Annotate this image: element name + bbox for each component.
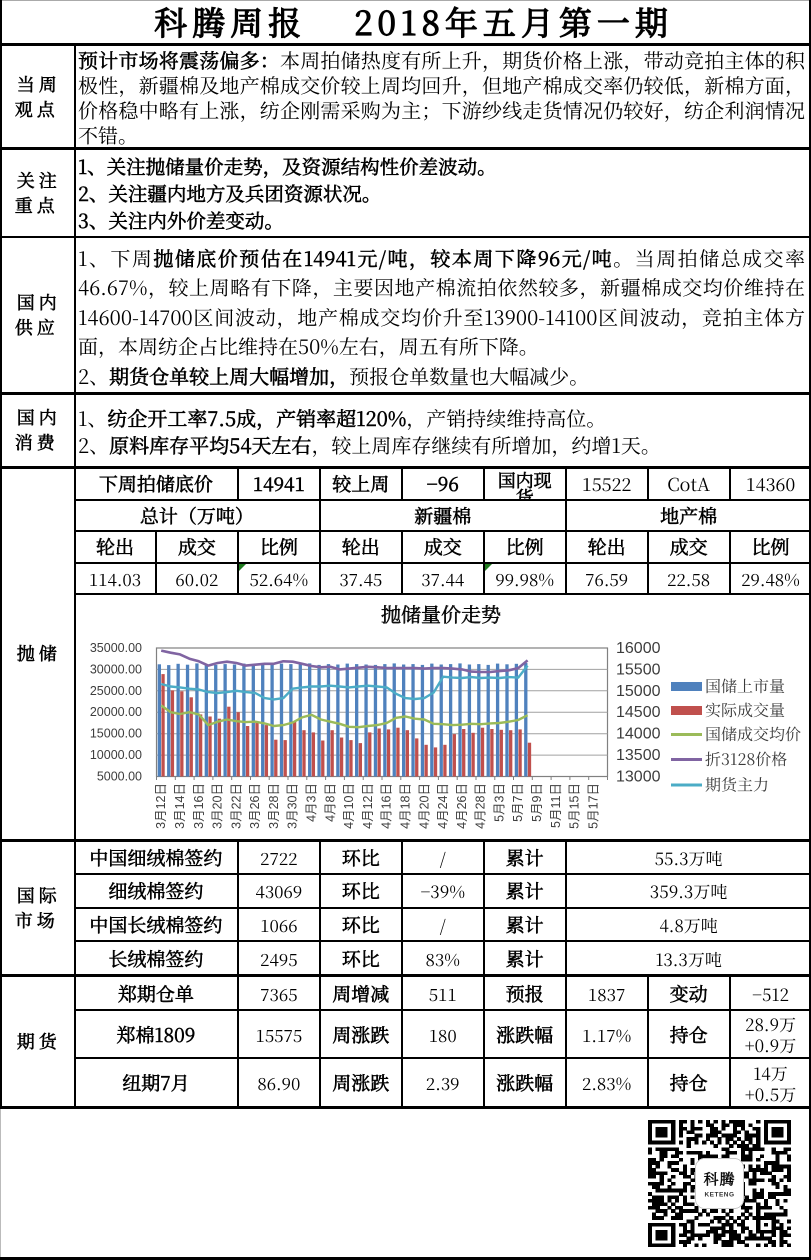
svg-text:20000.00: 20000.00 bbox=[90, 705, 142, 719]
svg-text:科腾: 科腾 bbox=[703, 1169, 735, 1190]
svg-text:国储成交均价: 国储成交均价 bbox=[705, 722, 801, 745]
svg-text:5000.00: 5000.00 bbox=[97, 770, 142, 784]
svg-text:30000.00: 30000.00 bbox=[90, 662, 142, 676]
svg-text:实际成交量: 实际成交量 bbox=[705, 698, 785, 721]
svg-text:4月20日: 4月20日 bbox=[417, 783, 431, 829]
svg-text:4月12日: 4月12日 bbox=[361, 783, 375, 829]
svg-text:4月8日: 4月8日 bbox=[323, 783, 337, 822]
svg-text:16000: 16000 bbox=[616, 640, 661, 657]
svg-text:35000.00: 35000.00 bbox=[90, 641, 142, 655]
svg-text:4月10日: 4月10日 bbox=[342, 783, 356, 829]
svg-text:14500: 14500 bbox=[616, 704, 661, 721]
svg-text:5月3日: 5月3日 bbox=[492, 783, 506, 822]
svg-text:5月11日: 5月11日 bbox=[549, 783, 563, 828]
svg-text:国储上市量: 国储上市量 bbox=[705, 674, 785, 697]
svg-text:3月22日: 3月22日 bbox=[229, 783, 243, 829]
svg-text:15500: 15500 bbox=[616, 661, 661, 678]
svg-text:3月20日: 3月20日 bbox=[211, 783, 225, 829]
svg-text:14000: 14000 bbox=[616, 726, 661, 743]
svg-text:5月9日: 5月9日 bbox=[530, 783, 544, 822]
svg-text:5月7日: 5月7日 bbox=[511, 783, 525, 822]
svg-text:抛储量价走势: 抛储量价走势 bbox=[381, 599, 501, 628]
svg-text:15000: 15000 bbox=[616, 683, 661, 700]
svg-text:5月17日: 5月17日 bbox=[586, 783, 600, 829]
svg-text:3月30日: 3月30日 bbox=[286, 783, 300, 829]
svg-text:4月3日: 4月3日 bbox=[305, 783, 319, 822]
svg-text:4月28日: 4月28日 bbox=[474, 783, 488, 829]
svg-text:13500: 13500 bbox=[616, 747, 661, 764]
svg-text:3月14日: 3月14日 bbox=[173, 783, 187, 829]
svg-text:15000.00: 15000.00 bbox=[90, 727, 142, 741]
svg-text:5月15日: 5月15日 bbox=[568, 783, 582, 829]
svg-text:4月16日: 4月16日 bbox=[380, 783, 394, 829]
svg-text:3月28日: 3月28日 bbox=[267, 783, 281, 829]
svg-text:3月26日: 3月26日 bbox=[248, 783, 262, 829]
svg-text:25000.00: 25000.00 bbox=[90, 684, 142, 698]
svg-text:4月26日: 4月26日 bbox=[455, 783, 469, 829]
svg-text:KETENG: KETENG bbox=[704, 1192, 734, 1199]
svg-text:4月24日: 4月24日 bbox=[436, 783, 450, 829]
svg-text:3月16日: 3月16日 bbox=[192, 783, 206, 829]
svg-text:期货主力: 期货主力 bbox=[705, 773, 769, 796]
svg-text:折3128价格: 折3128价格 bbox=[705, 747, 787, 770]
svg-text:4月18日: 4月18日 bbox=[399, 783, 413, 829]
svg-text:10000.00: 10000.00 bbox=[90, 748, 142, 762]
svg-text:13000: 13000 bbox=[616, 769, 661, 786]
svg-text:3月12日: 3月12日 bbox=[154, 783, 168, 829]
